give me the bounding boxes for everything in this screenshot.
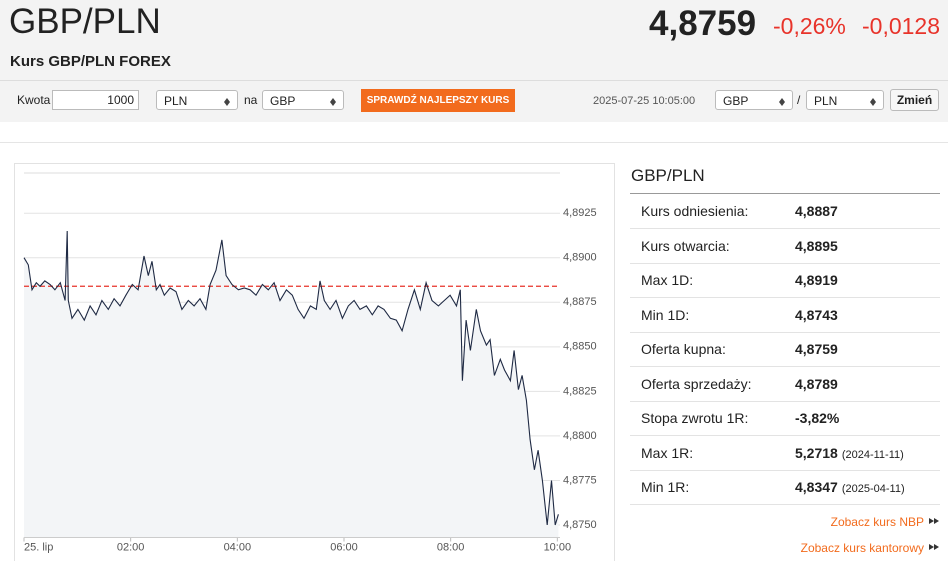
stat-value: 4,8789 (795, 376, 838, 392)
amount-label: Kwota (17, 93, 51, 107)
header-bar: GBP/PLN Kurs GBP/PLN FOREX 4,8759 -0,26%… (0, 0, 948, 122)
change-abs: -0,0128 (862, 13, 941, 39)
stat-label: Max 1R: (641, 444, 694, 461)
stat-value: -3,82% (795, 410, 839, 426)
divider (0, 80, 948, 81)
link-arrow (929, 544, 937, 550)
x-tick-label: 06:00 (330, 541, 358, 553)
divider (0, 142, 948, 143)
stat-row: Min 1R: 4,8347 (2025-04-11) (630, 470, 940, 505)
stat-number: 4,8895 (795, 237, 838, 254)
stat-value: 5,2718 (2024-11-11) (795, 445, 904, 461)
change-button[interactable]: Zmień (890, 89, 939, 111)
change-pct: -0,26% (773, 13, 846, 39)
stat-date: (2024-11-11) (841, 448, 904, 461)
check-button[interactable]: SPRAWDŹ NAJLEPSZY KURS (361, 89, 515, 112)
stat-row: Min 1D: 4,8743 (630, 298, 940, 333)
y-tick-label: 4,8875 (563, 296, 597, 308)
y-tick-label: 4,8850 (563, 341, 597, 353)
stat-label: Kurs otwarcia: (641, 237, 730, 254)
chart-frame (14, 163, 615, 561)
x-tick-label: 25. lip (24, 541, 53, 553)
area (24, 231, 559, 538)
stat-label: Kurs odniesienia: (641, 203, 749, 219)
base-select[interactable]: GBP (715, 90, 793, 110)
stat-label: Oferta sprzedaży: (641, 375, 752, 392)
price-line (23, 230, 559, 526)
stat-number: 4,8919 (795, 272, 838, 288)
stat-label: Oferta kupna: (641, 341, 726, 357)
stat-date: (2025-04-11) (841, 483, 905, 495)
x-tick-label: 08:00 (437, 541, 465, 553)
timestamp: 2025-07-25 10:05:00 (593, 95, 696, 107)
stat-label: Stopa zwrotu 1R: (641, 410, 749, 426)
stat-label: Max 1D: (641, 272, 694, 288)
y-tick-label: 4,8750 (563, 519, 597, 531)
to-label: na (244, 93, 258, 107)
stat-row: Oferta sprzedaży: 4,8789 (630, 367, 940, 402)
stat-label: Min 1R: (641, 479, 690, 495)
panel-rule (630, 193, 940, 194)
separator: / (797, 93, 801, 107)
stat-row: Stopa zwrotu 1R: -3,82% (630, 401, 940, 436)
stat-number: -3,82% (795, 410, 840, 426)
stat-number: 4,8347 (795, 479, 838, 495)
stat-value: 4,8887 (795, 203, 838, 219)
x-tick-label: 02:00 (117, 541, 145, 553)
stat-number: 5,2718 (795, 444, 838, 461)
panel-title: GBP/PLN (631, 166, 705, 185)
stat-row: Kurs odniesienia: 4,8887 (630, 194, 940, 229)
stat-number: 4,8759 (795, 341, 838, 357)
to-select[interactable]: GBP (262, 90, 344, 110)
link[interactable]: Zobacz kurs kantorowy (801, 541, 939, 555)
y-tick-label: 4,8775 (563, 474, 597, 486)
stat-row: Max 1D: 4,8919 (630, 263, 940, 298)
stat-number: 4,8789 (795, 375, 838, 392)
stat-row: Max 1R: 5,2718 (2024-11-11) (630, 436, 940, 471)
y-tick-label: 4,8800 (563, 430, 597, 442)
y-tick-label: 4,8825 (563, 385, 597, 397)
x-tick-label: 10:00 (544, 541, 572, 553)
stat-row: Oferta kupna: 4,8759 (630, 332, 940, 367)
from-select[interactable]: PLN (156, 90, 238, 110)
link[interactable]: Zobacz kurs NBP (831, 515, 939, 529)
stat-label: Min 1D: (641, 306, 690, 323)
quote-select[interactable]: PLN (806, 90, 884, 110)
stat-value: 4,8743 (795, 307, 838, 323)
stat-value: 4,8919 (795, 272, 838, 288)
amount-input[interactable]: 1000 (52, 90, 139, 110)
y-tick-label: 4,8925 (563, 207, 597, 219)
stat-value: 4,8347 (2025-04-11) (795, 479, 905, 495)
y-tick-label: 4,8900 (563, 252, 597, 264)
stat-row: Kurs otwarcia: 4,8895 (630, 229, 940, 264)
price: 4,8759 (649, 4, 757, 43)
link-arrow (929, 518, 937, 524)
x-tick-label: 04:00 (224, 541, 252, 553)
stat-value: 4,8895 (795, 238, 838, 254)
link-arrow (934, 518, 942, 524)
chart: 4,8750 4,8775 4,8800 4,8825 4,8850 4,8875 4,89… (23, 172, 597, 553)
link-arrow (934, 544, 942, 550)
stat-number: 4,8887 (795, 203, 838, 219)
stat-number: 4,8743 (795, 306, 838, 323)
subtitle: Kurs GBP/PLN FOREX (10, 53, 171, 70)
pair-title: GBP/PLN (9, 2, 161, 41)
stat-value: 4,8759 (795, 341, 838, 357)
